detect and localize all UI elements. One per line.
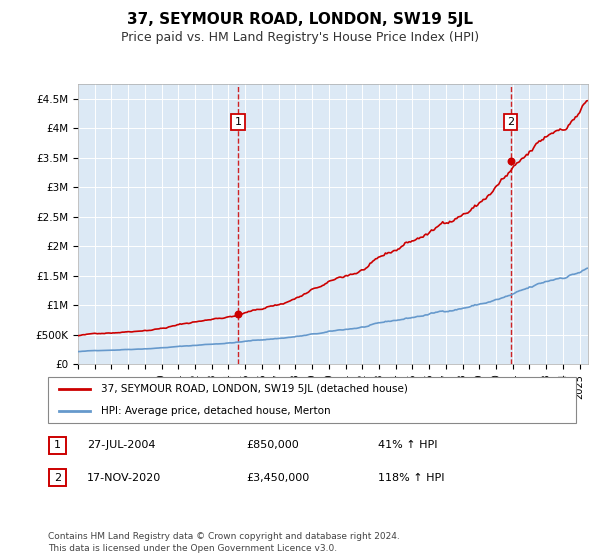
Text: 41% ↑ HPI: 41% ↑ HPI	[378, 440, 437, 450]
Text: 118% ↑ HPI: 118% ↑ HPI	[378, 473, 445, 483]
Text: Contains HM Land Registry data © Crown copyright and database right 2024.
This d: Contains HM Land Registry data © Crown c…	[48, 533, 400, 553]
FancyBboxPatch shape	[49, 469, 66, 486]
Text: 27-JUL-2004: 27-JUL-2004	[87, 440, 155, 450]
Text: 2: 2	[54, 473, 61, 483]
Point	[506, 156, 515, 165]
Text: £3,450,000: £3,450,000	[246, 473, 309, 483]
Text: 37, SEYMOUR ROAD, LONDON, SW19 5JL: 37, SEYMOUR ROAD, LONDON, SW19 5JL	[127, 12, 473, 27]
Text: 17-NOV-2020: 17-NOV-2020	[87, 473, 161, 483]
Text: 1: 1	[54, 440, 61, 450]
Text: 1: 1	[235, 117, 242, 127]
FancyBboxPatch shape	[49, 437, 66, 454]
Text: Price paid vs. HM Land Registry's House Price Index (HPI): Price paid vs. HM Land Registry's House …	[121, 31, 479, 44]
Text: £850,000: £850,000	[246, 440, 299, 450]
Text: HPI: Average price, detached house, Merton: HPI: Average price, detached house, Mert…	[101, 407, 331, 416]
FancyBboxPatch shape	[48, 377, 576, 423]
Point	[233, 310, 243, 319]
Text: 37, SEYMOUR ROAD, LONDON, SW19 5JL (detached house): 37, SEYMOUR ROAD, LONDON, SW19 5JL (deta…	[101, 384, 407, 394]
Text: 2: 2	[507, 117, 514, 127]
